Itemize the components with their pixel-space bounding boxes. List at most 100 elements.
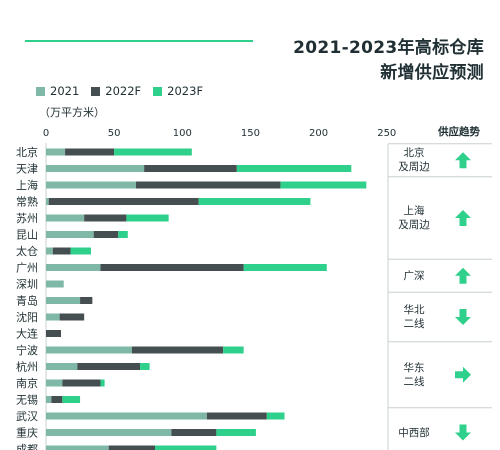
city-label: 南京 xyxy=(16,376,38,390)
bar-segment-2023f xyxy=(243,264,327,271)
bar-segment-2022f xyxy=(46,330,61,337)
bar-segment-2023f xyxy=(216,429,256,436)
region-label: 北京 及周边 xyxy=(384,146,444,174)
region-label: 上海 及周边 xyxy=(384,204,444,232)
x-tick-label: 0 xyxy=(43,128,49,139)
bar-segment-2021 xyxy=(46,214,85,222)
region-label-line: 二线 xyxy=(403,318,425,330)
bar-segment-2022f xyxy=(62,379,101,387)
bar-segment-2021 xyxy=(46,231,94,238)
title-accent-line xyxy=(25,40,253,42)
bar-segment-2021 xyxy=(46,313,60,321)
city-label: 杭州 xyxy=(16,360,38,374)
x-tick-label: 200 xyxy=(309,128,328,139)
legend-swatch-2022f xyxy=(91,86,101,96)
city-label: 北京 xyxy=(16,145,38,159)
bar-segment-2023f xyxy=(155,445,217,450)
bar-segment-2021 xyxy=(46,247,53,255)
x-tick-label: 50 xyxy=(108,128,121,139)
city-label: 昆山 xyxy=(16,229,38,242)
bar-segment-2023f xyxy=(236,165,352,172)
trend-up-arrow-icon xyxy=(455,210,471,226)
bar-segment-2023f xyxy=(126,214,169,222)
trend-up-arrow-icon xyxy=(455,152,471,169)
bar-segment-2021 xyxy=(46,148,66,156)
unit-label: （万平方米） xyxy=(39,106,105,119)
city-label: 深圳 xyxy=(16,278,38,291)
bar-segment-2023f xyxy=(114,148,192,156)
legend-item-2021: 2021 xyxy=(36,84,79,98)
bar-segment-2021 xyxy=(46,165,145,172)
bar-segment-2022f xyxy=(171,429,217,436)
chart-title-line-1: 2021-2023年高标仓库 xyxy=(293,38,484,58)
bar-segment-2021 xyxy=(46,346,132,354)
city-label: 重庆 xyxy=(16,426,38,440)
bar-segment-2022f xyxy=(93,231,119,238)
bar-segment-2022f xyxy=(77,363,141,370)
bar-segment-2023f xyxy=(70,247,91,255)
bar-segment-2023f xyxy=(198,198,311,205)
bar-segment-2022f xyxy=(80,297,93,304)
legend-label-2023f: 2023F xyxy=(167,84,204,98)
trend-header: 供应趋势 xyxy=(438,126,480,138)
bar-segment-2021 xyxy=(46,297,81,304)
region-label-line: 上海 xyxy=(403,205,425,217)
city-label: 成都 xyxy=(16,443,38,450)
bar-segment-2023f xyxy=(223,346,244,354)
region-label-line: 二线 xyxy=(403,375,425,388)
x-tick-label: 100 xyxy=(173,128,192,139)
bar-segment-2021 xyxy=(46,198,49,205)
bar-segment-2022f xyxy=(59,313,85,321)
bar-segment-2022f xyxy=(84,214,127,222)
bar-segment-2021 xyxy=(46,445,109,450)
legend-swatch-2021 xyxy=(36,86,45,96)
bar-segment-2023f xyxy=(266,412,285,420)
bar-segment-2021 xyxy=(46,379,63,387)
trend-up-arrow-icon xyxy=(455,267,471,284)
bar-segment-2021 xyxy=(46,264,101,271)
region-label: 华北 二线 xyxy=(384,303,444,331)
city-label: 天津 xyxy=(16,163,38,176)
legend-label-2021: 2021 xyxy=(50,84,80,98)
bar-segment-2023f xyxy=(280,181,367,189)
city-label: 无锡 xyxy=(16,393,38,407)
region-label: 中西部 xyxy=(384,426,444,440)
city-label: 大连 xyxy=(16,327,38,341)
city-label: 武汉 xyxy=(16,410,38,423)
bar-segment-2023f xyxy=(100,379,105,387)
city-label: 青岛 xyxy=(16,294,38,308)
region-label-line: 广深 xyxy=(403,269,425,282)
legend: 2021 2022F 2023F xyxy=(36,84,215,98)
bar-segment-2022f xyxy=(48,198,199,205)
bar-segment-2023f xyxy=(62,396,81,403)
bar-segment-2022f xyxy=(51,396,63,403)
legend-label-2022f: 2022F xyxy=(105,84,142,98)
region-label-line: 及周边 xyxy=(398,161,430,174)
city-label: 太仓 xyxy=(16,244,38,258)
region-label-line: 及周边 xyxy=(398,219,430,231)
bar-segment-2022f xyxy=(206,412,267,420)
trend-right-arrow-icon xyxy=(455,366,471,383)
city-label: 宁波 xyxy=(16,343,38,357)
bar-segment-2022f xyxy=(131,346,224,354)
bar-segment-2021 xyxy=(46,363,78,370)
legend-swatch-2023f xyxy=(153,86,163,96)
bar-segment-2021 xyxy=(46,280,64,288)
legend-item-2022f: 2022F xyxy=(91,84,141,98)
bar-segment-2022f xyxy=(108,445,156,450)
bar-segment-2022f xyxy=(100,264,244,271)
bar-segment-2021 xyxy=(46,412,207,420)
x-tick-label: 150 xyxy=(241,128,260,139)
bar-segment-2023f xyxy=(140,363,150,370)
region-label: 广深 xyxy=(384,269,444,283)
bar-segment-2021 xyxy=(46,396,52,403)
city-label: 上海 xyxy=(16,178,38,192)
city-label: 广州 xyxy=(16,262,38,275)
region-label-line: 华东 xyxy=(403,361,425,374)
bar-segment-2022f xyxy=(144,165,237,172)
trend-down-arrow-icon xyxy=(455,309,471,325)
bar-segment-2022f xyxy=(135,181,281,189)
bar-segment-2021 xyxy=(46,181,136,189)
